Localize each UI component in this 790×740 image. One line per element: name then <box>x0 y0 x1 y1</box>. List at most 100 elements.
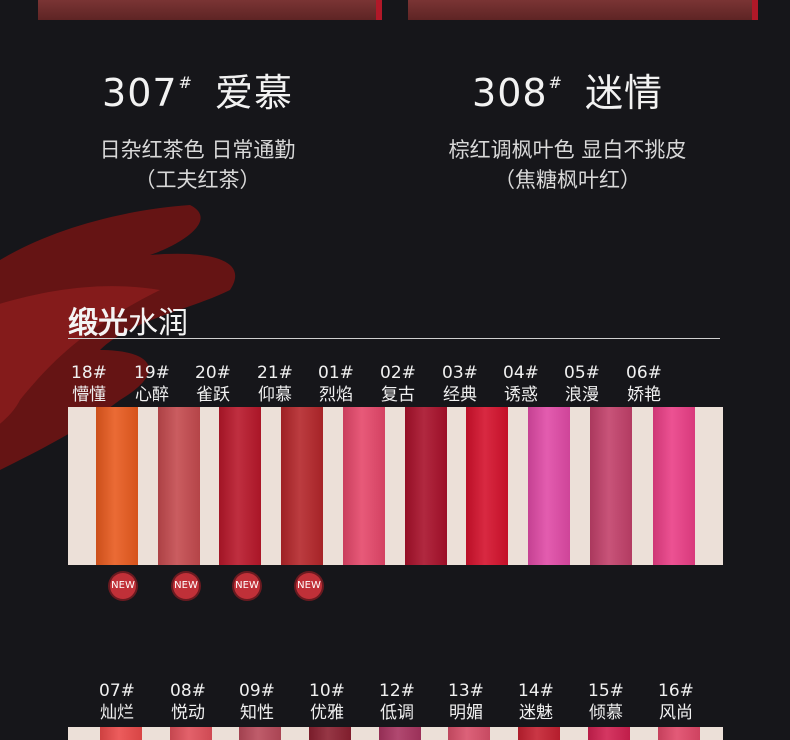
shade-307-title: 307# 爱慕 <box>0 62 395 117</box>
shade-code: 01# <box>318 363 354 383</box>
shade-label: 10# 优雅 <box>297 680 357 724</box>
shade-label: 13# 明媚 <box>436 680 496 724</box>
shade-code: 09# <box>239 681 275 701</box>
shade-label: 04# 诱惑 <box>491 362 551 406</box>
shade-307-header: 307# 爱慕 日杂红茶色 日常通勤 （工夫红茶） <box>0 62 395 195</box>
shade-308-desc-line2: （焦糖枫叶红） <box>494 168 641 192</box>
shade-name: 明媚 <box>449 703 483 723</box>
new-badge: NEW <box>234 573 260 599</box>
section-title-thin: 水润 <box>128 306 188 341</box>
shade-code: 18# <box>71 363 107 383</box>
shade-code: 10# <box>309 681 345 701</box>
shade-code: 20# <box>195 363 231 383</box>
red-brush-stroke-decoration <box>0 205 236 470</box>
section-title-bold: 缎光 <box>68 306 128 341</box>
shade-name: 雀跃 <box>196 385 230 405</box>
shade-code: 04# <box>503 363 539 383</box>
new-badge: NEW <box>296 573 322 599</box>
lip-swatch <box>658 727 700 740</box>
lip-swatch <box>466 407 508 565</box>
shade-308-name: 迷情 <box>584 71 663 115</box>
shade-name: 迷魅 <box>519 703 553 723</box>
lip-swatch <box>309 727 351 740</box>
shade-name: 灿烂 <box>100 703 134 723</box>
lip-swatch <box>653 407 695 565</box>
shade-308-mark: # <box>548 73 563 92</box>
shade-307-mark: # <box>178 73 193 92</box>
shade-label: 21# 仰慕 <box>245 362 305 406</box>
shade-307-number: 307 <box>102 71 178 115</box>
shade-name: 知性 <box>240 703 274 723</box>
shade-label: 01# 烈焰 <box>306 362 366 406</box>
shade-308-title: 308# 迷情 <box>370 62 765 117</box>
shade-307-desc-line1: 日杂红茶色 日常通勤 <box>99 138 296 162</box>
lip-swatch <box>96 407 138 565</box>
shade-307-name: 爱慕 <box>214 71 293 115</box>
shade-307-photo <box>38 0 382 20</box>
shade-name: 复古 <box>381 385 415 405</box>
section-divider <box>68 338 720 339</box>
lip-swatch <box>448 727 490 740</box>
lip-swatch <box>170 727 212 740</box>
shade-label: 18# 懵懂 <box>59 362 119 406</box>
shade-name: 低调 <box>380 703 414 723</box>
shade-code: 14# <box>518 681 554 701</box>
shade-label: 16# 风尚 <box>646 680 706 724</box>
shade-label: 06# 娇艳 <box>614 362 674 406</box>
shade-307-desc-line2: （工夫红茶） <box>134 168 261 192</box>
shade-name: 懵懂 <box>72 385 106 405</box>
shade-name: 娇艳 <box>627 385 661 405</box>
shade-label: 15# 倾慕 <box>576 680 636 724</box>
shade-code: 15# <box>588 681 624 701</box>
lip-swatch <box>100 727 142 740</box>
row2-swatch-strip <box>68 727 723 740</box>
section-title: 缎光水润 <box>68 298 188 342</box>
shade-name: 诱惑 <box>504 385 538 405</box>
lip-swatch <box>379 727 421 740</box>
shade-308-header: 308# 迷情 棕红调枫叶色 显白不挑皮 （焦糖枫叶红） <box>370 62 765 195</box>
shade-code: 16# <box>658 681 694 701</box>
shade-label: 05# 浪漫 <box>552 362 612 406</box>
shade-name: 优雅 <box>310 703 344 723</box>
shade-code: 03# <box>442 363 478 383</box>
row1-swatch-strip <box>68 407 723 565</box>
shade-code: 02# <box>380 363 416 383</box>
shade-code: 08# <box>170 681 206 701</box>
lip-swatch <box>528 407 570 565</box>
shade-label: 03# 经典 <box>430 362 490 406</box>
lip-swatch <box>239 727 281 740</box>
shade-code: 06# <box>626 363 662 383</box>
lip-swatch <box>219 407 261 565</box>
shade-308-number: 308 <box>472 71 548 115</box>
shade-308-photo <box>408 0 758 20</box>
shade-name: 悦动 <box>171 703 205 723</box>
shade-name: 倾慕 <box>589 703 623 723</box>
shade-name: 烈焰 <box>319 385 353 405</box>
shade-code: 05# <box>564 363 600 383</box>
lip-swatch <box>590 407 632 565</box>
shade-308-desc-line1: 棕红调枫叶色 显白不挑皮 <box>448 138 687 162</box>
shade-code: 12# <box>379 681 415 701</box>
shade-label: 20# 雀跃 <box>183 362 243 406</box>
lip-swatch <box>281 407 323 565</box>
shade-name: 仰慕 <box>258 385 292 405</box>
shade-code: 19# <box>134 363 170 383</box>
shade-code: 21# <box>257 363 293 383</box>
lip-swatch <box>588 727 630 740</box>
new-badge: NEW <box>173 573 199 599</box>
lip-swatch <box>405 407 447 565</box>
shade-label: 12# 低调 <box>367 680 427 724</box>
lip-swatch <box>343 407 385 565</box>
shade-code: 13# <box>448 681 484 701</box>
new-badge: NEW <box>110 573 136 599</box>
shade-label: 09# 知性 <box>227 680 287 724</box>
shade-name: 经典 <box>443 385 477 405</box>
shade-label: 08# 悦动 <box>158 680 218 724</box>
shade-code: 07# <box>99 681 135 701</box>
shade-label: 02# 复古 <box>368 362 428 406</box>
shade-name: 浪漫 <box>565 385 599 405</box>
shade-name: 风尚 <box>659 703 693 723</box>
lip-swatch <box>158 407 200 565</box>
lip-swatch <box>518 727 560 740</box>
shade-label: 07# 灿烂 <box>87 680 147 724</box>
